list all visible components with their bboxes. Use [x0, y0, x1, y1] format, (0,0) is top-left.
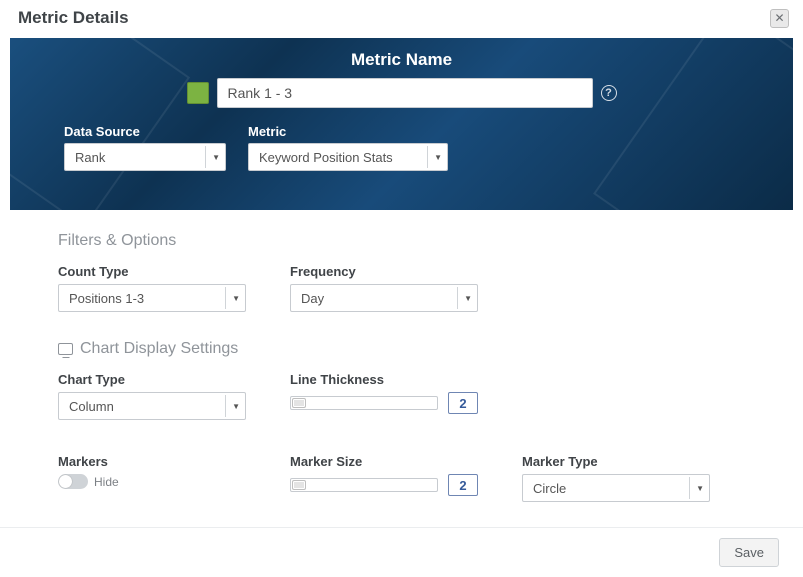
line-thickness-slider[interactable] — [290, 396, 438, 410]
help-icon[interactable]: ? — [601, 85, 617, 101]
line-thickness-label: Line Thickness — [290, 372, 478, 387]
chart-section: Chart Display Settings Chart Type Column… — [0, 312, 803, 527]
marker-size-value[interactable] — [448, 474, 478, 496]
count-type-select[interactable]: Positions 1-3 — [58, 284, 246, 312]
modal-scroll-area[interactable]: Metric Name ? Data Source Rank Metric Ke… — [0, 38, 803, 527]
modal-footer: Save — [0, 527, 803, 577]
hero-panel: Metric Name ? Data Source Rank Metric Ke… — [10, 38, 793, 210]
monitor-icon — [58, 343, 73, 355]
data-source-select[interactable]: Rank — [64, 143, 226, 171]
metric-name-input[interactable] — [217, 78, 593, 108]
close-icon: ✕ — [774, 12, 784, 24]
markers-hide-label: Hide — [94, 475, 119, 489]
marker-size-slider[interactable] — [290, 478, 438, 492]
hero-title: Metric Name — [10, 38, 793, 70]
chart-type-select[interactable]: Column — [58, 392, 246, 420]
modal-header: Metric Details ✕ — [0, 0, 803, 34]
color-swatch[interactable] — [187, 82, 209, 104]
data-source-label: Data Source — [64, 124, 226, 139]
marker-type-select[interactable]: Circle — [522, 474, 710, 502]
slider-thumb[interactable] — [292, 398, 306, 408]
metric-label: Metric — [248, 124, 448, 139]
marker-type-label: Marker Type — [522, 454, 710, 469]
metric-details-modal: Metric Details ✕ Metric Name ? Data Sour… — [0, 0, 803, 577]
frequency-label: Frequency — [290, 264, 478, 279]
chart-section-title: Chart Display Settings — [58, 340, 745, 358]
slider-thumb[interactable] — [292, 480, 306, 490]
metric-select[interactable]: Keyword Position Stats — [248, 143, 448, 171]
markers-label: Markers — [58, 454, 246, 469]
save-button[interactable]: Save — [719, 538, 779, 567]
count-type-label: Count Type — [58, 264, 246, 279]
filters-section: Filters & Options Count Type Positions 1… — [0, 210, 803, 312]
modal-title: Metric Details — [18, 8, 129, 28]
chart-type-label: Chart Type — [58, 372, 246, 387]
line-thickness-value[interactable] — [448, 392, 478, 414]
markers-toggle[interactable] — [58, 474, 88, 489]
filters-section-title: Filters & Options — [58, 232, 745, 250]
frequency-select[interactable]: Day — [290, 284, 478, 312]
metric-name-row: ? — [10, 78, 793, 108]
marker-size-label: Marker Size — [290, 454, 478, 469]
close-button[interactable]: ✕ — [770, 9, 789, 28]
